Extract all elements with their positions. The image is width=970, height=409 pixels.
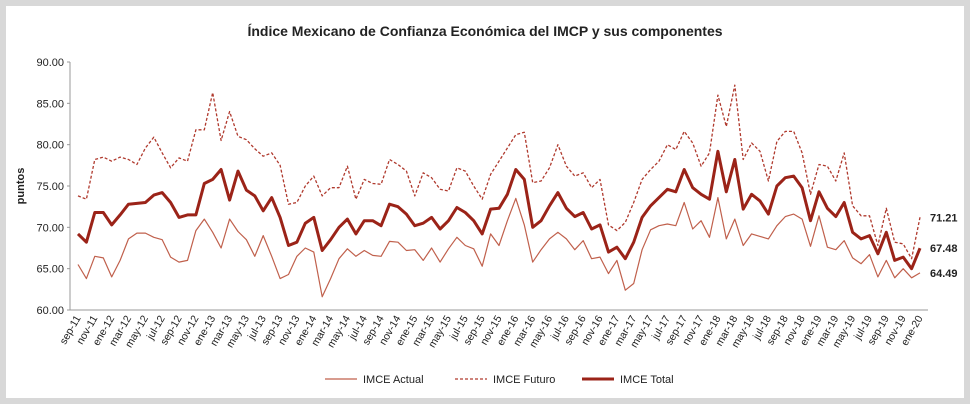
y-tick-label: 85.00: [36, 98, 64, 110]
end-value-label: 67.48: [930, 243, 958, 255]
y-tick-label: 65.00: [36, 264, 64, 276]
y-tick-label: 60.00: [36, 305, 64, 317]
y-tick-label: 70.00: [36, 222, 64, 234]
end-value-label: 64.49: [930, 268, 958, 280]
legend-label: IMCE Futuro: [493, 374, 555, 386]
series-line: [76, 149, 922, 271]
chart-title: Índice Mexicano de Confianza Económica d…: [247, 23, 722, 39]
y-tick-label: 80.00: [36, 140, 64, 152]
y-tick-label: 75.00: [36, 181, 64, 193]
y-tick-label: 90.00: [36, 57, 64, 69]
series-line: [77, 197, 921, 298]
end-value-label: 71.21: [930, 212, 958, 224]
legend-label: IMCE Actual: [363, 374, 424, 386]
legend-label: IMCE Total: [620, 374, 674, 386]
y-axis-label: puntos: [15, 168, 27, 205]
series-line: [77, 84, 921, 260]
